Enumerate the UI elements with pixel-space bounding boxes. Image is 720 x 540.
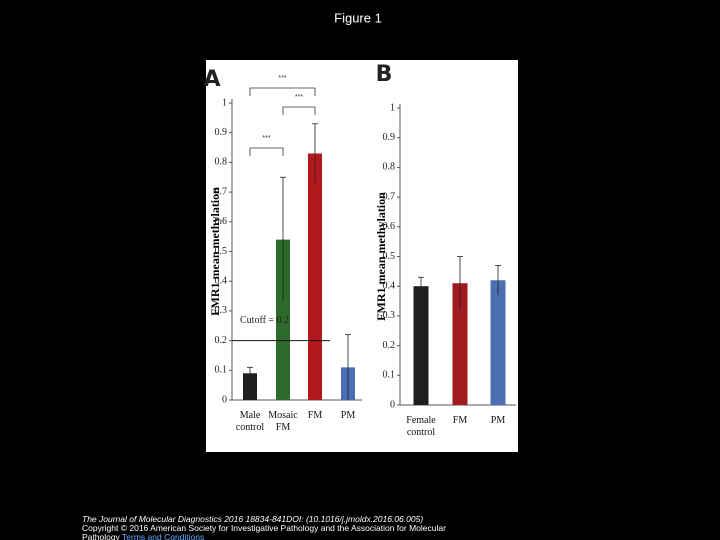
bar <box>308 153 322 400</box>
y-tick-label: 0.3 <box>215 305 228 316</box>
y-tick-label: 0.2 <box>215 335 228 346</box>
y-tick-label: 0.3 <box>383 310 396 321</box>
significance-label: *** <box>262 135 270 142</box>
y-tick-label: 0.4 <box>215 275 228 286</box>
y-tick-label: 0.9 <box>215 127 228 138</box>
x-tick-label: Mosaic FM <box>268 410 298 433</box>
bar <box>413 286 429 405</box>
significance-bracket <box>282 106 316 115</box>
y-tick-label: 0.2 <box>383 340 396 351</box>
significance-label: *** <box>295 94 303 101</box>
y-tick-label: 1 <box>222 97 227 108</box>
copyright-text: Copyright © 2016 American Society for In… <box>82 523 446 540</box>
y-tick-label: 0.7 <box>215 186 228 197</box>
y-tick-label: 0.4 <box>383 280 396 291</box>
y-tick-label: 0.6 <box>215 216 228 227</box>
cutoff-label: Cutoff = 0.2 <box>240 315 289 326</box>
significance-bracket <box>249 147 284 156</box>
bar <box>243 373 257 400</box>
y-tick-label: 0.5 <box>215 246 228 257</box>
y-tick-label: 0.5 <box>383 251 396 262</box>
y-axis-label: FMR1 mean methylation <box>208 187 222 316</box>
y-tick-label: 0.7 <box>383 191 396 202</box>
bar <box>452 283 468 405</box>
copyright: Copyright © 2016 American Society for In… <box>82 524 482 540</box>
y-tick-label: 0.8 <box>215 157 228 168</box>
x-tick-label: Female control <box>406 415 436 438</box>
panel-label: A <box>203 67 220 92</box>
terms-link[interactable]: Terms and Conditions <box>122 532 205 540</box>
slide-title: Figure 1 <box>334 10 382 25</box>
x-tick-label: PM <box>490 415 506 426</box>
y-tick-label: 0 <box>222 394 227 405</box>
citation: The Journal of Molecular Diagnostics 201… <box>82 515 423 524</box>
x-tick-label: FM <box>452 415 468 426</box>
x-tick-label: PM <box>340 410 356 421</box>
y-axis-label: FMR1 mean methylation <box>374 192 388 321</box>
y-tick-label: 0.1 <box>383 370 396 381</box>
bar <box>490 280 506 405</box>
x-tick-label: Male control <box>235 410 265 433</box>
citation-text: The Journal of Molecular Diagnostics 201… <box>82 514 424 524</box>
x-tick-label: FM <box>307 410 323 421</box>
y-tick-label: 1 <box>390 102 395 113</box>
y-tick-label: 0 <box>390 399 395 410</box>
significance-label: *** <box>278 75 286 82</box>
panel-label: B <box>376 62 393 87</box>
y-tick-label: 0.9 <box>383 132 396 143</box>
y-tick-label: 0.1 <box>215 365 228 376</box>
y-tick-label: 0.8 <box>383 162 396 173</box>
significance-bracket <box>249 87 316 96</box>
bar <box>276 239 290 400</box>
y-tick-label: 0.6 <box>383 221 396 232</box>
